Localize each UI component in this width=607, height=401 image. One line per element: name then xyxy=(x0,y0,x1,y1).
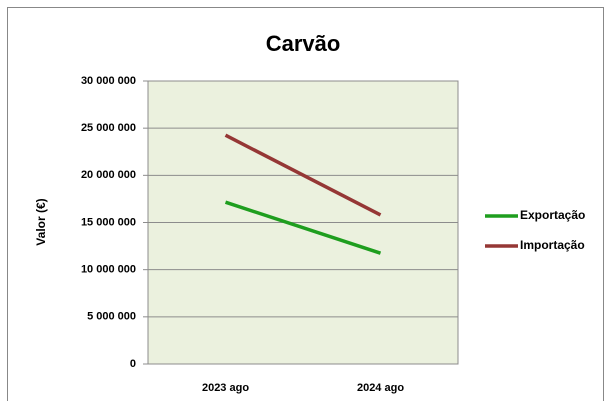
y-axis-title: Valor (€) xyxy=(34,198,48,245)
y-tick-label: 25 000 000 xyxy=(81,122,136,134)
series-line xyxy=(224,200,382,255)
y-tick-label: 5 000 000 xyxy=(87,311,136,323)
y-tick-label: 10 000 000 xyxy=(81,264,136,276)
y-tick-label: 15 000 000 xyxy=(81,216,136,228)
y-tick-label: 20 000 000 xyxy=(81,169,136,181)
legend-label: Exportação xyxy=(520,208,585,222)
chart-title: Carvão xyxy=(266,31,341,56)
series-line xyxy=(224,133,382,217)
y-tick-label: 30 000 000 xyxy=(81,75,136,87)
y-tick-label: 0 xyxy=(130,358,136,370)
x-tick-label: 2024 ago xyxy=(357,382,404,394)
x-tick-label: 2023 ago xyxy=(202,382,249,394)
legend-label: Importação xyxy=(520,238,585,252)
